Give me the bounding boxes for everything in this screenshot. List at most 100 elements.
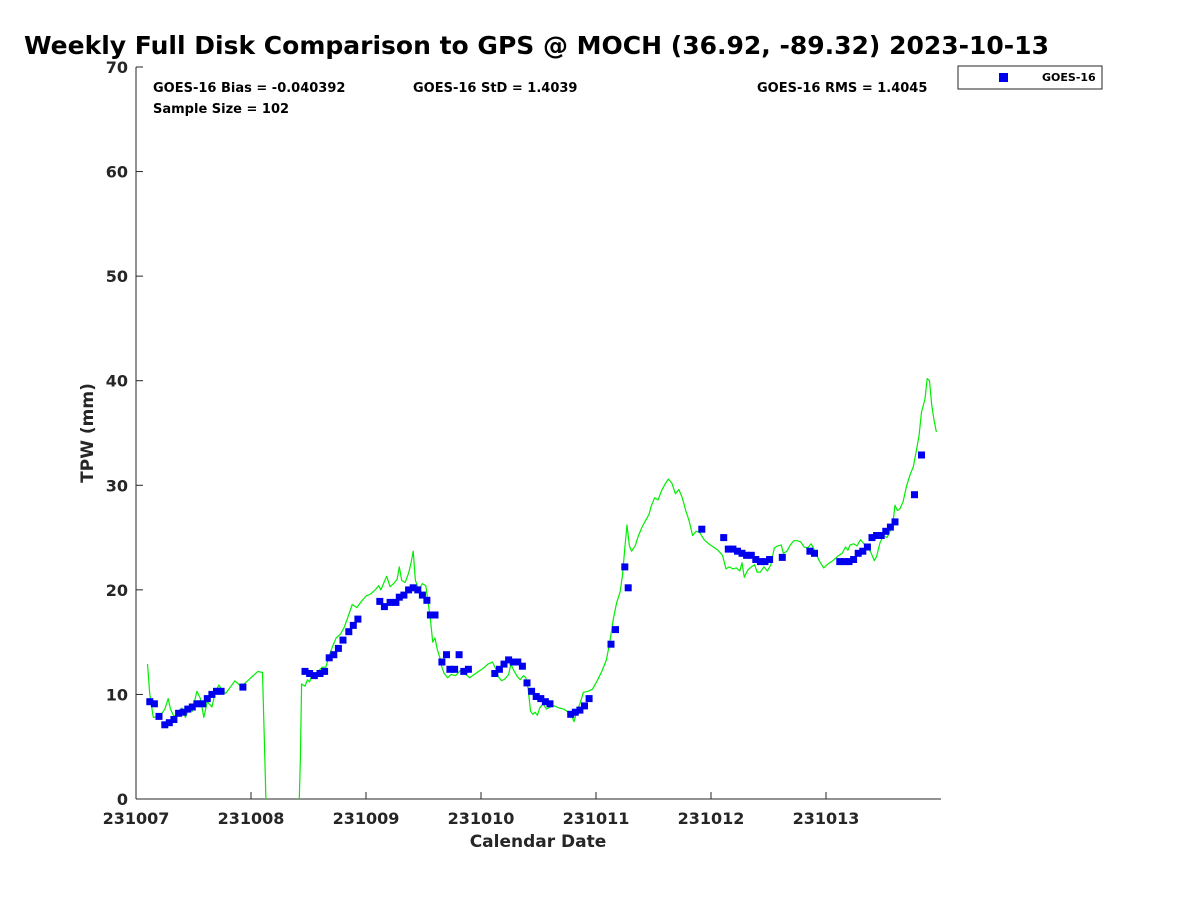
goes-16-point: [155, 712, 163, 720]
goes-16-point: [918, 451, 925, 459]
goes-16-point: [386, 598, 394, 606]
goes-16-point: [567, 710, 575, 718]
goes-16-point: [528, 687, 536, 695]
y-tick-label: 10: [106, 685, 128, 704]
x-ticks: 231007 231008 231009 231010 231011 231012 2310…: [103, 792, 859, 828]
goes-16-point: [541, 698, 549, 706]
goes-16-point: [175, 709, 183, 717]
goes-16-point: [886, 523, 894, 531]
x-tick-label: 231008: [218, 809, 285, 828]
y-ticks: 0 10 20 30 40 50 60 70: [106, 58, 143, 809]
goes-16-point: [500, 660, 508, 668]
goes-16-point: [443, 651, 450, 659]
y-tick-label: 20: [106, 581, 128, 600]
rms-stat: GOES-16 RMS = 1.4045: [757, 81, 927, 96]
goes-16-point: [624, 584, 632, 592]
goes-16-point: [840, 558, 848, 566]
goes-16-point: [426, 611, 434, 619]
goes-16-point: [734, 547, 741, 555]
goes-16-point: [349, 621, 357, 629]
goes-16-point: [518, 662, 526, 670]
goes-16-point: [523, 679, 531, 687]
goes-16-point: [882, 527, 890, 535]
goes-16-point: [761, 558, 769, 566]
goes-16-point: [698, 525, 706, 533]
x-tick-label: 231012: [678, 809, 745, 828]
goes-16-point: [845, 558, 853, 566]
goes-16-point: [491, 670, 499, 677]
goes-16-point: [165, 719, 173, 727]
goes-16-point: [239, 683, 247, 691]
goes-16-point: [339, 636, 347, 644]
goes-16-point: [509, 658, 517, 666]
x-tick-label: 231010: [448, 809, 515, 828]
goes-16-point: [161, 721, 169, 729]
y-tick-label: 60: [106, 163, 128, 182]
gps-line-segment: [146, 664, 267, 800]
goes-16-point: [756, 558, 764, 566]
goes-16-point: [409, 584, 417, 592]
goes-16-point: [811, 549, 818, 557]
goes-16-point: [836, 558, 844, 566]
goes-16-point: [621, 563, 629, 571]
goes-16-point: [911, 491, 918, 499]
y-tick-label: 40: [106, 372, 128, 391]
goes-16-point: [455, 651, 463, 659]
goes-16-point: [546, 700, 554, 708]
goes-16-point: [850, 556, 858, 563]
goes-16-point: [766, 556, 774, 563]
goes-16-point: [891, 518, 899, 526]
y-tick-label: 70: [106, 58, 128, 77]
goes-16-point: [806, 547, 814, 555]
goes-16-point: [464, 665, 472, 673]
goes-16-point: [418, 591, 426, 599]
goes-16-point: [354, 615, 362, 623]
goes-16-point: [334, 644, 342, 652]
y-tick-label: 50: [106, 267, 128, 286]
goes-16-point: [877, 532, 885, 539]
goes-16-point: [581, 702, 588, 710]
x-tick-label: 231009: [333, 809, 400, 828]
goes-16-point: [184, 705, 192, 713]
plot-area: 231007 231008 231009 231010 231011 231012 2310…: [103, 58, 941, 828]
goes-16-point: [743, 551, 751, 559]
goes-16-point: [306, 670, 314, 677]
goes-16-series: [146, 451, 925, 729]
y-tick-label: 0: [117, 790, 128, 809]
legend-box: [957, 65, 1103, 90]
x-tick-label: 231011: [563, 809, 630, 828]
goes-16-point: [431, 611, 439, 619]
goes-16-point: [199, 700, 207, 708]
goes-16-point: [217, 687, 225, 695]
bias-stat: GOES-16 Bias = -0.040392: [153, 81, 345, 96]
goes-16-point: [405, 586, 413, 594]
goes-16-point: [571, 708, 579, 716]
goes-16-point: [859, 547, 867, 555]
goes-16-point: [193, 700, 201, 708]
x-axis-label: Calendar Date: [470, 832, 607, 852]
goes-16-point: [585, 695, 593, 703]
goes-16-point: [460, 667, 468, 675]
goes-16-point: [316, 670, 324, 677]
goes-16-point: [446, 665, 454, 673]
goes-16-point: [438, 658, 446, 666]
goes-16-point: [576, 706, 584, 714]
legend: GOES-16: [957, 65, 1103, 90]
goes-16-point: [863, 543, 871, 551]
goes-16-point: [330, 651, 338, 659]
chart-title: Weekly Full Disk Comparison to GPS @ MOC…: [24, 31, 1049, 60]
goes-16-point: [170, 716, 178, 723]
goes-16-point: [395, 593, 403, 601]
y-tick-label: 30: [106, 476, 128, 495]
goes-16-point: [345, 628, 353, 636]
goes-16-point: [310, 672, 318, 680]
goes-16-point: [380, 603, 388, 611]
goes-16-point: [505, 656, 513, 664]
legend-marker-goes-16: [999, 73, 1008, 82]
goes-16-point: [325, 654, 333, 662]
goes-16-point: [301, 667, 309, 675]
goes-16-point: [376, 597, 384, 605]
goes-16-point: [607, 640, 615, 648]
